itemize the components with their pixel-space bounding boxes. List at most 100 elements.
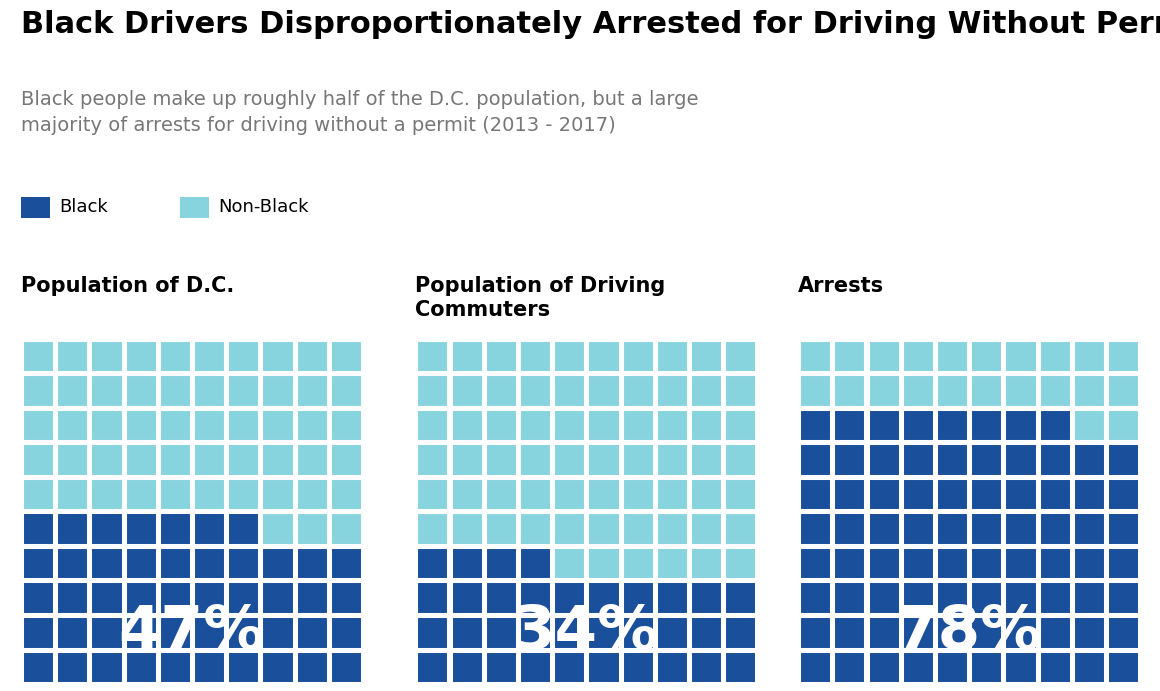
Bar — [1107, 478, 1139, 510]
Bar — [329, 582, 362, 614]
Bar — [868, 513, 900, 545]
Bar — [416, 651, 449, 683]
Bar — [329, 408, 362, 441]
Bar — [450, 375, 483, 406]
Bar — [485, 478, 517, 510]
Bar — [227, 651, 260, 683]
Bar — [485, 513, 517, 545]
Bar — [1005, 582, 1037, 614]
Bar — [799, 547, 832, 579]
Bar — [901, 478, 934, 510]
Bar — [936, 616, 969, 648]
Bar — [868, 408, 900, 441]
Bar — [1107, 616, 1139, 648]
Bar — [261, 616, 293, 648]
Bar — [1073, 616, 1105, 648]
Bar — [1107, 444, 1139, 475]
Bar — [485, 339, 517, 372]
Bar — [1038, 582, 1071, 614]
Bar — [833, 444, 865, 475]
Bar — [124, 547, 157, 579]
Bar — [90, 547, 123, 579]
Bar — [296, 478, 328, 510]
Bar — [901, 513, 934, 545]
Bar — [329, 444, 362, 475]
Bar — [868, 651, 900, 683]
Bar — [970, 513, 1002, 545]
Bar — [1038, 616, 1071, 648]
Bar — [1038, 478, 1071, 510]
Bar — [1073, 444, 1105, 475]
Bar — [450, 616, 483, 648]
Bar — [159, 616, 191, 648]
Bar — [587, 444, 619, 475]
Bar — [1073, 582, 1105, 614]
Bar — [450, 513, 483, 545]
Bar — [833, 478, 865, 510]
Bar — [1073, 513, 1105, 545]
Bar — [587, 616, 619, 648]
Bar — [227, 547, 260, 579]
Bar — [1073, 339, 1105, 372]
Bar — [833, 651, 865, 683]
Bar — [970, 478, 1002, 510]
Bar — [90, 582, 123, 614]
Bar — [296, 651, 328, 683]
Text: Arrests: Arrests — [798, 276, 884, 296]
Bar — [22, 651, 55, 683]
Bar — [655, 375, 688, 406]
Bar — [622, 478, 654, 510]
Bar — [690, 444, 723, 475]
Bar — [261, 547, 293, 579]
Bar — [485, 408, 517, 441]
Bar — [690, 651, 723, 683]
Bar — [296, 616, 328, 648]
Bar — [724, 339, 756, 372]
Bar — [970, 547, 1002, 579]
Bar — [296, 547, 328, 579]
Bar — [587, 547, 619, 579]
Bar — [690, 616, 723, 648]
Bar — [868, 478, 900, 510]
Bar — [519, 339, 551, 372]
Bar — [22, 513, 55, 545]
Bar — [227, 444, 260, 475]
Bar — [655, 513, 688, 545]
Bar — [970, 651, 1002, 683]
Bar — [1005, 651, 1037, 683]
Bar — [90, 513, 123, 545]
Bar — [329, 651, 362, 683]
Bar — [587, 582, 619, 614]
Bar — [124, 375, 157, 406]
Bar — [485, 616, 517, 648]
Bar — [22, 616, 55, 648]
Bar — [690, 513, 723, 545]
Bar — [690, 339, 723, 372]
Bar — [90, 616, 123, 648]
Bar — [655, 616, 688, 648]
Bar — [690, 375, 723, 406]
Bar — [227, 616, 260, 648]
Bar — [901, 339, 934, 372]
Bar — [261, 444, 293, 475]
Bar — [936, 547, 969, 579]
Bar — [329, 616, 362, 648]
Bar — [553, 444, 586, 475]
Bar — [724, 513, 756, 545]
Bar — [227, 513, 260, 545]
Bar — [261, 513, 293, 545]
Bar — [56, 582, 88, 614]
Bar — [724, 547, 756, 579]
Bar — [655, 582, 688, 614]
Bar — [329, 513, 362, 545]
Bar — [690, 582, 723, 614]
Bar — [485, 582, 517, 614]
Bar — [1038, 547, 1071, 579]
Bar — [553, 616, 586, 648]
Bar — [22, 375, 55, 406]
Bar — [833, 582, 865, 614]
Bar — [485, 547, 517, 579]
Bar — [485, 444, 517, 475]
Text: 34%: 34% — [513, 603, 660, 662]
Bar — [56, 339, 88, 372]
